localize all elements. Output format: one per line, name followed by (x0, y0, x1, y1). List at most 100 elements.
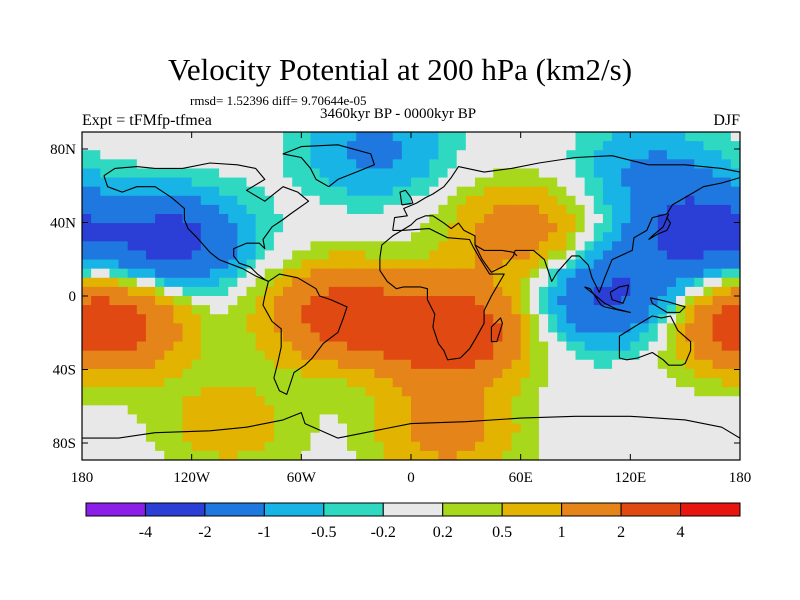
field-cell (228, 378, 238, 388)
field-cell (474, 323, 485, 334)
field-cell (100, 341, 111, 352)
field-cell (319, 186, 330, 197)
field-cell (676, 150, 686, 160)
field-cell (365, 132, 376, 142)
field-cell (319, 241, 330, 252)
field-cell (191, 350, 202, 361)
field-cell (319, 332, 330, 343)
field-cell (145, 432, 156, 443)
field-cell (264, 232, 275, 242)
field-cell (255, 441, 266, 452)
field-cell (685, 332, 695, 343)
field-cell (173, 378, 184, 388)
field-cell (429, 441, 440, 452)
field-cell (173, 296, 184, 306)
field-cell (219, 405, 229, 416)
field-cell (82, 368, 92, 379)
field-cell (374, 296, 385, 306)
field-cell (374, 186, 385, 197)
field-cell (273, 314, 284, 324)
field-cell (474, 405, 485, 416)
field-cell (237, 241, 248, 252)
field-cell (182, 414, 193, 425)
field-cell (694, 432, 705, 443)
field-cell (712, 378, 723, 388)
field-cell (273, 396, 284, 406)
field-cell (365, 223, 376, 233)
field-cell (219, 396, 229, 406)
field-cell (365, 323, 376, 334)
field-cell (383, 214, 394, 224)
field-cell (356, 277, 366, 288)
field-cell (730, 195, 740, 206)
field-cell (292, 241, 302, 252)
field-cell (456, 150, 467, 160)
field-cell (666, 141, 677, 151)
field-cell (82, 277, 92, 288)
coastline-arabia-coast (474, 244, 518, 257)
field-cell (292, 305, 302, 315)
field-cell (529, 396, 540, 406)
field-cell (438, 405, 449, 416)
field-cell (319, 150, 330, 160)
field-cell (100, 450, 111, 460)
field-cell (493, 223, 503, 233)
field-cell (557, 350, 567, 361)
field-cell (401, 277, 412, 288)
field-cell (511, 286, 522, 297)
field-cell (200, 314, 211, 324)
field-cell (657, 159, 668, 170)
field-cell (621, 405, 631, 416)
field-cell (310, 250, 321, 261)
field-cell (557, 214, 567, 224)
field-cell (566, 368, 577, 379)
field-cell (328, 250, 339, 261)
field-cell (264, 186, 275, 197)
field-cell (648, 341, 659, 352)
field-cell (337, 232, 348, 242)
field-cell (283, 359, 293, 370)
field-cell (173, 286, 184, 297)
field-cell (173, 268, 184, 279)
field-cell (411, 405, 421, 416)
field-cell (155, 450, 165, 460)
field-cell (164, 241, 174, 252)
colorbar-box (680, 502, 741, 517)
field-cell (401, 214, 412, 224)
field-cell (246, 314, 257, 324)
field-cell (612, 259, 622, 270)
field-cell (246, 277, 257, 288)
field-cell (465, 432, 476, 443)
field-cell (365, 350, 376, 361)
field-cell (666, 150, 677, 160)
field-cell (228, 296, 238, 306)
field-cell (548, 214, 558, 224)
field-cell (474, 441, 485, 452)
field-cell (465, 232, 476, 242)
field-cell (292, 150, 302, 160)
field-cell (456, 323, 467, 334)
field-cell (648, 186, 659, 197)
colorbar-label: -1 (258, 524, 271, 541)
field-cell (109, 277, 120, 288)
field-cell (630, 186, 641, 197)
field-cell (584, 204, 595, 215)
field-cell (356, 150, 366, 160)
field-cell (429, 277, 440, 288)
field-cell (136, 414, 147, 425)
field-cell (127, 286, 138, 297)
field-cell (328, 441, 339, 452)
field-cell (566, 305, 577, 315)
field-cell (283, 378, 293, 388)
field-cell (548, 396, 558, 406)
field-cell (246, 396, 257, 406)
field-cell (666, 332, 677, 343)
field-cell (438, 332, 449, 343)
field-cell (538, 204, 549, 215)
field-cell (182, 168, 193, 179)
field-cell (721, 314, 732, 324)
field-cell (712, 177, 723, 188)
field-cell (730, 204, 740, 215)
field-cell (319, 405, 330, 416)
field-cell (493, 314, 503, 324)
